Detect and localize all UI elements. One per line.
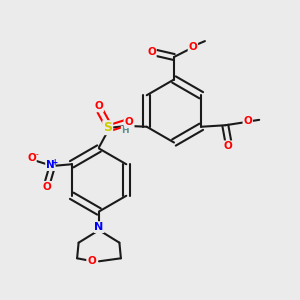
Text: O: O bbox=[43, 182, 52, 192]
Text: N: N bbox=[94, 222, 103, 232]
Text: S: S bbox=[103, 121, 112, 134]
Text: H: H bbox=[121, 126, 129, 135]
Text: O: O bbox=[94, 101, 103, 111]
Text: -: - bbox=[35, 150, 38, 159]
Text: O: O bbox=[125, 117, 134, 127]
Text: N: N bbox=[46, 160, 55, 170]
Text: O: O bbox=[147, 46, 156, 57]
Text: O: O bbox=[188, 42, 197, 52]
Text: O: O bbox=[27, 153, 36, 163]
Text: O: O bbox=[224, 141, 233, 151]
Text: N: N bbox=[124, 120, 133, 130]
Text: O: O bbox=[87, 256, 96, 266]
Text: +: + bbox=[51, 158, 57, 167]
Text: O: O bbox=[243, 116, 252, 126]
